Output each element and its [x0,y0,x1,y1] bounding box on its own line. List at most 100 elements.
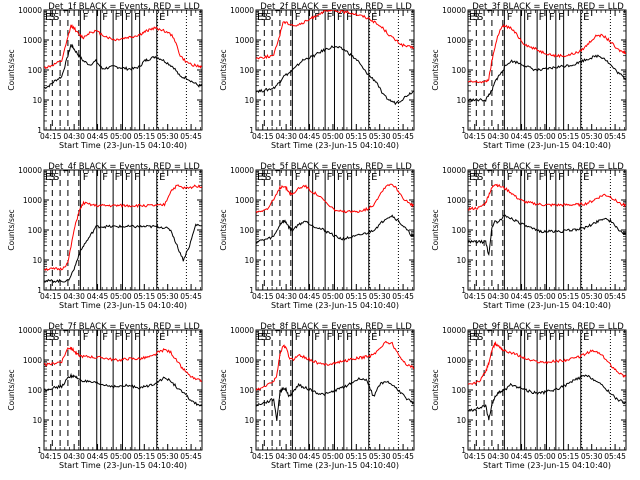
y-axis-title: Counts/sec [431,369,440,410]
state-marker-letter: F [346,172,352,183]
x-tick-label: 05:30 [581,452,603,461]
x-tick-label: 04:45 [299,132,321,141]
x-tick-label: 04:45 [87,452,109,461]
y-tick-label: 10000 [442,6,466,15]
panel-8: Det_8f BLACK = Events, RED = LLD 1 10 100 10… [219,322,415,470]
x-tick-label: 05:15 [557,452,579,461]
series-group [44,184,202,284]
state-marker-letter: S [261,12,267,23]
state-marker-letter: S [473,172,479,183]
lld-series-line [256,340,414,391]
state-marker-letter: E [257,332,263,343]
y-tick-label: 1 [461,126,466,135]
series-group [468,183,626,256]
events-series-line [256,376,414,421]
state-marker-letter: F [558,172,564,183]
state-marker-letter: S [53,172,59,183]
panel-title: Det_3f BLACK = Events, RED = LLD [472,2,624,12]
y-tick-label: 1 [37,446,42,455]
state-marker-letter: F [549,332,555,343]
x-tick-label: 05:30 [369,132,391,141]
state-marker-letter: E [583,12,589,23]
y-tick-label: 1 [461,446,466,455]
x-tick-label: 05:00 [534,452,556,461]
state-marker-letter: S [49,12,55,23]
x-tick-label: 04:45 [87,292,109,301]
x-tick-label: 05:00 [110,292,132,301]
x-tick-label: 05:00 [322,292,344,301]
x-axis-title: Start Time (23-Jun-15 04:10:40) [59,141,187,150]
y-tick-label: 10000 [442,166,466,175]
y-axis-title: Counts/sec [219,209,228,250]
y-tick-label: 1000 [23,196,42,205]
y-tick-label: 1000 [235,196,254,205]
x-tick-label: 05:45 [604,292,626,301]
y-tick-label: 10000 [230,6,254,15]
x-tick-label: 05:00 [534,292,556,301]
state-marker-letter: F [549,12,555,23]
state-marker-letter: S [473,332,479,343]
state-marker-letter: F [125,172,131,183]
y-tick-label: 100 [28,226,43,235]
state-marker-letter: F [115,332,121,343]
x-tick-label: 05:00 [110,452,132,461]
state-marker-letter: E [371,12,377,23]
x-tick-label: 04:15 [464,132,486,141]
state-marker-letter: E [159,332,165,343]
y-tick-label: 1000 [235,36,254,45]
state-marker-letter: E [45,172,51,183]
state-marker-letter: F [526,172,532,183]
state-marker-letter: F [558,12,564,23]
state-marker-letter: E [469,12,475,23]
y-tick-label: 1000 [447,196,466,205]
state-marker-letter: S [261,172,267,183]
y-tick-label: 100 [28,66,43,75]
state-marker-letter: S [265,12,271,23]
x-tick-label: 05:15 [133,292,155,301]
panel-6: Det_6f BLACK = Events, RED = LLD 1 10 100 10… [431,162,627,310]
y-axis-title: Counts/sec [7,369,16,410]
panel-1: Det_1f BLACK = Events, RED = LLD 1 10 100 10… [7,2,203,150]
panel-2: Det_2f BLACK = Events, RED = LLD 1 10 100 10… [219,2,415,150]
x-tick-label: 05:15 [345,292,367,301]
series-group [468,340,626,421]
y-tick-label: 10000 [230,166,254,175]
x-tick-label: 05:15 [557,292,579,301]
state-marker-letter: F [134,172,140,183]
state-marker-letter: F [83,332,89,343]
y-axis-title: Counts/sec [431,49,440,90]
state-marker-letter: E [159,172,165,183]
y-tick-label: 10000 [18,6,42,15]
y-tick-label: 1000 [23,356,42,365]
x-axis-title: Start Time (23-Jun-15 04:10:40) [483,301,611,310]
state-marker-letter: F [295,332,301,343]
y-tick-label: 10000 [230,326,254,335]
x-tick-label: 05:30 [157,132,179,141]
state-marker-letter: F [549,172,555,183]
y-tick-label: 10 [244,256,254,265]
state-marker-letter: F [83,172,89,183]
lld-series-line [44,24,202,70]
y-tick-label: 10 [456,96,466,105]
state-marker-letter: F [337,172,343,183]
state-marker-letter: F [115,12,121,23]
x-tick-label: 05:00 [322,132,344,141]
series-group [44,24,202,89]
state-lines [475,10,611,130]
x-tick-label: 04:45 [511,132,533,141]
x-tick-label: 04:30 [487,452,509,461]
state-lines [51,10,187,130]
x-tick-label: 04:45 [511,452,533,461]
x-tick-label: 05:15 [557,132,579,141]
state-marker-letter: F [539,172,545,183]
state-marker-letter: F [507,172,513,183]
panel-title: Det_6f BLACK = Events, RED = LLD [472,162,624,172]
panel-title: Det_2f BLACK = Events, RED = LLD [260,2,412,12]
state-marker-letter: E [583,172,589,183]
x-tick-label: 04:30 [275,452,297,461]
state-marker-letter: S [49,332,55,343]
series-group [256,340,414,421]
x-tick-label: 05:15 [345,452,367,461]
panel-title: Det_4f BLACK = Events, RED = LLD [48,162,200,172]
state-marker-letter: S [477,172,483,183]
